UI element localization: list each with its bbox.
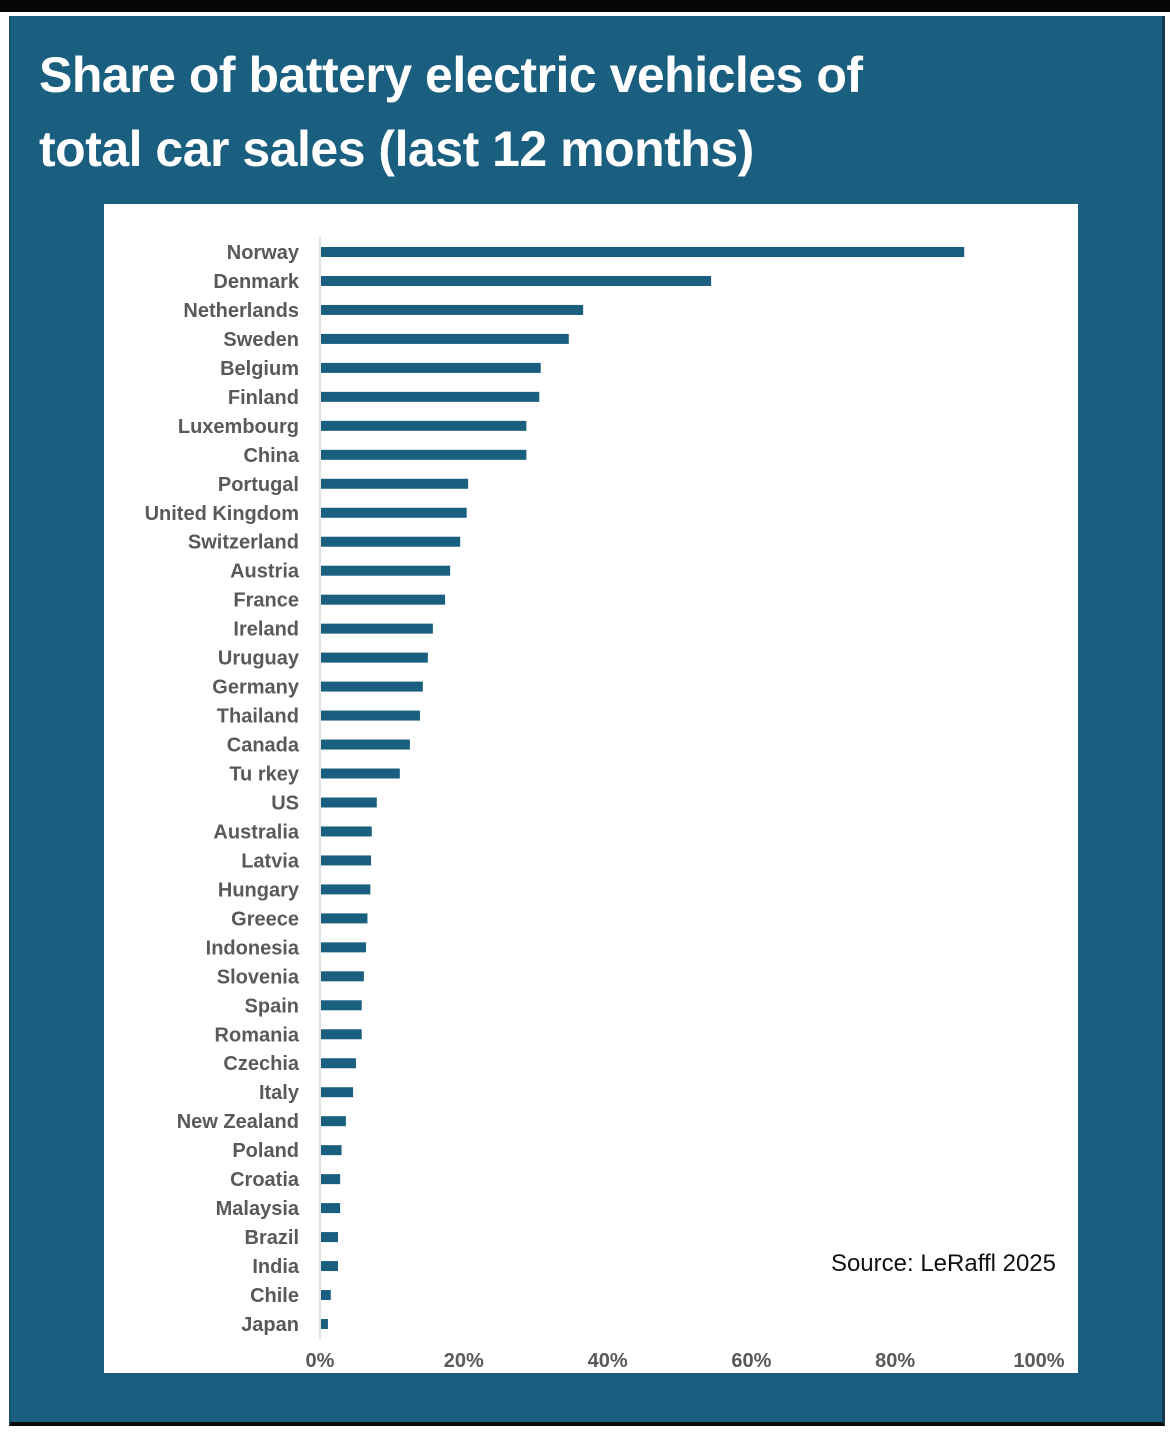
category-labels-group: Norway Denmark Netherlands Sweden Belgium Fin… bbox=[145, 242, 300, 1336]
bar-thailand bbox=[321, 710, 420, 721]
category-label: Slovenia bbox=[217, 966, 300, 988]
category-label: Sweden bbox=[223, 329, 299, 351]
category-label: Italy bbox=[259, 1082, 300, 1104]
chart-title-line-1: Share of battery electric vehicles of bbox=[39, 47, 863, 103]
bar-us bbox=[321, 797, 377, 808]
category-label: Greece bbox=[231, 908, 299, 930]
category-label: Poland bbox=[232, 1140, 299, 1162]
category-label: United Kingdom bbox=[145, 503, 299, 525]
category-label: Latvia bbox=[241, 850, 300, 872]
category-label: Chile bbox=[250, 1285, 299, 1307]
x-tick-label: 100% bbox=[1013, 1350, 1064, 1372]
bar-luxembourg bbox=[321, 420, 527, 431]
bar-poland bbox=[321, 1145, 342, 1156]
category-label: Belgium bbox=[220, 358, 299, 380]
category-label: Portugal bbox=[218, 474, 299, 496]
top-border bbox=[0, 0, 1170, 12]
bar-netherlands bbox=[321, 304, 584, 315]
bar-denmark bbox=[321, 275, 712, 286]
x-tick-label: 80% bbox=[875, 1350, 915, 1372]
bar-chile bbox=[321, 1290, 331, 1301]
bar-germany bbox=[321, 681, 423, 692]
category-label: Finland bbox=[228, 387, 299, 409]
bar-china bbox=[321, 449, 527, 460]
plot-area: Norway Denmark Netherlands Sweden Belgium Fin… bbox=[104, 204, 1078, 1373]
x-tick-label: 0% bbox=[306, 1350, 335, 1372]
category-label: Czechia bbox=[223, 1053, 299, 1075]
category-label: Germany bbox=[212, 677, 300, 699]
bar-portugal bbox=[321, 478, 469, 489]
category-label: New Zealand bbox=[177, 1111, 299, 1133]
category-label: Switzerland bbox=[188, 532, 299, 554]
bar-switzerland bbox=[321, 536, 461, 547]
category-label: Luxembourg bbox=[178, 416, 299, 438]
bar-india bbox=[321, 1261, 338, 1272]
category-label: US bbox=[271, 792, 299, 814]
bar-new-zealand bbox=[321, 1116, 346, 1127]
bar-indonesia bbox=[321, 942, 367, 953]
bar-finland bbox=[321, 391, 540, 402]
category-label: Japan bbox=[241, 1314, 299, 1336]
bar-spain bbox=[321, 1000, 362, 1011]
bar-austria bbox=[321, 565, 451, 576]
bar-greece bbox=[321, 913, 368, 924]
bar-slovenia bbox=[321, 971, 364, 982]
bar-malaysia bbox=[321, 1203, 341, 1214]
category-label: Brazil bbox=[245, 1227, 299, 1249]
bar-ireland bbox=[321, 623, 433, 634]
bar-romania bbox=[321, 1029, 362, 1040]
category-label: Hungary bbox=[218, 879, 300, 901]
chart-title-line-2: total car sales (last 12 months) bbox=[39, 121, 754, 177]
source-annotation: Source: LeRaffl 2025 bbox=[831, 1250, 1056, 1277]
category-label: Tu rkey bbox=[229, 764, 300, 786]
category-label: Thailand bbox=[217, 706, 299, 728]
bar-italy bbox=[321, 1087, 354, 1098]
category-label: Croatia bbox=[230, 1169, 300, 1191]
bar-chart: Norway Denmark Netherlands Sweden Belgium Fin… bbox=[145, 236, 1065, 1372]
bar-hungary bbox=[321, 884, 371, 895]
bar-brazil bbox=[321, 1232, 338, 1243]
category-label: Romania bbox=[215, 1024, 300, 1046]
category-label: Spain bbox=[245, 995, 299, 1017]
bar-japan bbox=[321, 1319, 328, 1329]
x-tick-label: 40% bbox=[588, 1350, 628, 1372]
bar-belgium bbox=[321, 362, 541, 373]
chart-panel: Share of battery electric vehicles of to… bbox=[9, 16, 1165, 1426]
bars-group bbox=[321, 247, 965, 1329]
bar-croatia bbox=[321, 1174, 341, 1185]
bar-norway bbox=[321, 247, 965, 257]
x-tick-label: 20% bbox=[444, 1350, 484, 1372]
category-label: Austria bbox=[230, 561, 300, 583]
bar-united-kingdom bbox=[321, 507, 467, 518]
chart-title: Share of battery electric vehicles of to… bbox=[39, 38, 1119, 186]
category-label: India bbox=[252, 1256, 300, 1278]
category-label: Indonesia bbox=[206, 937, 300, 959]
bar-latvia bbox=[321, 855, 372, 866]
bar-australia bbox=[321, 826, 372, 837]
category-label: Uruguay bbox=[218, 648, 300, 670]
category-label: China bbox=[243, 445, 299, 467]
bar-uruguay bbox=[321, 652, 428, 663]
x-tick-labels-group: 0% 20% 40% 60% 80% 100% bbox=[306, 1350, 1065, 1372]
category-label: Netherlands bbox=[183, 300, 299, 322]
category-label: Malaysia bbox=[216, 1198, 300, 1220]
bar-czechia bbox=[321, 1058, 356, 1069]
x-tick-label: 60% bbox=[731, 1350, 771, 1372]
bar-tu-rkey bbox=[321, 768, 400, 779]
category-label: Ireland bbox=[233, 619, 299, 641]
bar-sweden bbox=[321, 333, 569, 344]
category-label: Canada bbox=[227, 735, 300, 757]
category-label: Australia bbox=[213, 821, 299, 843]
bar-canada bbox=[321, 739, 410, 750]
category-label: Norway bbox=[227, 242, 300, 264]
category-label: France bbox=[233, 590, 299, 612]
bar-france bbox=[321, 594, 446, 605]
category-label: Denmark bbox=[213, 271, 299, 293]
